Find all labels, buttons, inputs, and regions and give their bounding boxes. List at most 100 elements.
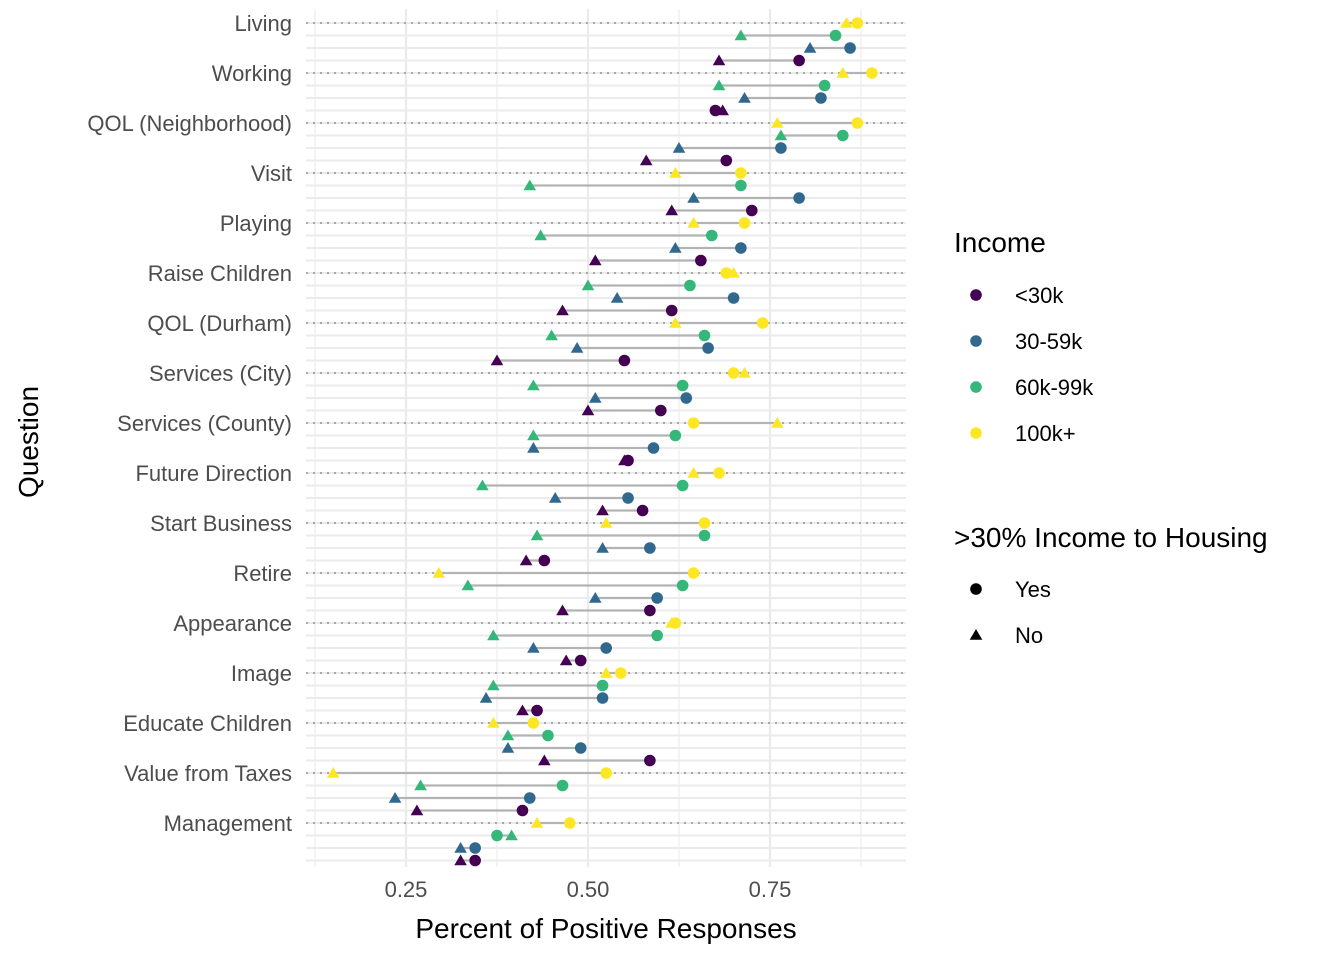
housing-legend-label: No (1015, 623, 1043, 648)
point-no-triangle (454, 854, 467, 866)
y-tick-label: Appearance (173, 611, 292, 636)
point-no-triangle (487, 679, 500, 691)
y-tick-label: Image (231, 661, 292, 686)
y-tick-label: Visit (251, 161, 292, 186)
point-yes-circle (695, 254, 707, 267)
point-no-triangle (527, 442, 540, 453)
point-no-triangle (527, 379, 540, 391)
point-yes-circle (636, 504, 649, 517)
point-yes-circle (647, 442, 660, 454)
y-tick-label: Living (235, 11, 292, 36)
y-tick-label: QOL (Durham) (147, 311, 292, 336)
x-tick-label: 0.50 (567, 877, 610, 902)
point-yes-circle (600, 767, 612, 779)
point-no-triangle (501, 729, 515, 741)
y-tick-label: Retire (233, 561, 292, 586)
point-no-triangle (734, 29, 748, 41)
point-yes-circle (600, 642, 612, 654)
point-no-triangle (530, 817, 544, 828)
y-tick-label: Services (City) (149, 361, 292, 386)
x-tick-label: 0.25 (385, 877, 428, 902)
point-no-triangle (610, 292, 624, 303)
point-no-triangle (712, 79, 726, 91)
point-no-triangle (523, 179, 537, 191)
income-legend: Income <30k 30-59k 60k-99k 100k+ (954, 227, 1094, 446)
point-yes-circle (676, 579, 689, 592)
point-no-triangle (545, 329, 558, 341)
point-no-triangle (487, 629, 500, 641)
point-yes-circle (469, 854, 481, 867)
point-yes-circle (837, 129, 849, 142)
point-no-triangle (461, 579, 475, 591)
point-no-triangle (487, 717, 500, 728)
point-no-triangle (581, 279, 595, 291)
point-yes-circle (844, 42, 856, 54)
income-legend-title: Income (954, 227, 1046, 258)
point-no-triangle (534, 229, 547, 241)
point-yes-circle (669, 617, 682, 629)
point-yes-circle (680, 392, 693, 404)
point-no-triangle (410, 804, 424, 816)
point-no-triangle (803, 42, 817, 53)
point-yes-circle (527, 717, 540, 729)
point-yes-circle (651, 629, 663, 642)
point-no-triangle (599, 517, 613, 528)
point-yes-circle (705, 229, 718, 242)
point-yes-circle (574, 654, 587, 667)
point-no-triangle (588, 392, 602, 403)
income-legend-label: <30k (1015, 283, 1064, 308)
point-no-triangle (516, 704, 529, 716)
point-yes-circle (698, 529, 711, 542)
point-yes-circle (851, 117, 864, 129)
point-yes-circle (614, 667, 627, 679)
point-yes-circle (793, 54, 805, 67)
x-axis-tick-labels: 0.25 0.50 0.75 (385, 877, 792, 902)
point-yes-circle (829, 29, 842, 42)
y-axis-tick-labels: Living Working QOL (Neighborhood) Visit Play… (87, 11, 292, 836)
point-yes-circle (644, 542, 656, 554)
point-no-triangle (672, 142, 686, 153)
point-yes-circle (793, 192, 805, 204)
y-tick-label: Management (164, 811, 292, 836)
point-no-triangle (665, 204, 679, 216)
income-legend-label: 30-59k (1015, 329, 1083, 354)
point-yes-circle (676, 379, 689, 392)
point-yes-circle (596, 679, 609, 692)
point-yes-circle (698, 517, 711, 529)
point-yes-circle (676, 479, 689, 492)
point-no-triangle (538, 754, 551, 766)
point-no-triangle (388, 792, 402, 803)
point-no-triangle (770, 117, 784, 128)
grid (306, 9, 906, 867)
data-points (326, 17, 878, 867)
point-yes-circle (687, 417, 700, 429)
point-no-triangle (836, 67, 850, 78)
point-yes-circle (698, 329, 711, 342)
point-no-triangle (669, 167, 682, 178)
y-tick-label: Educate Children (123, 711, 292, 736)
point-yes-circle (775, 142, 787, 154)
point-no-triangle (712, 54, 726, 66)
point-yes-circle (469, 842, 481, 854)
point-yes-circle (538, 554, 551, 567)
income-legend-key (970, 289, 982, 301)
y-tick-label: Raise Children (148, 261, 292, 286)
point-no-triangle (326, 767, 340, 778)
point-no-triangle (570, 342, 584, 353)
point-yes-circle (669, 429, 682, 442)
point-yes-circle (622, 492, 634, 504)
point-yes-circle (651, 592, 663, 604)
point-no-triangle (774, 129, 788, 141)
point-no-triangle (596, 542, 609, 553)
income-legend-label: 60k-99k (1015, 375, 1094, 400)
y-tick-label: Services (County) (117, 411, 292, 436)
point-yes-circle (618, 354, 631, 367)
point-no-triangle (669, 242, 682, 253)
point-no-triangle (687, 217, 700, 228)
point-no-triangle (559, 654, 573, 666)
y-tick-label: Future Direction (135, 461, 292, 486)
point-yes-circle (542, 729, 554, 742)
point-yes-circle (720, 267, 733, 279)
point-no-triangle (588, 254, 602, 266)
x-axis-title: Percent of Positive Responses (415, 913, 796, 944)
